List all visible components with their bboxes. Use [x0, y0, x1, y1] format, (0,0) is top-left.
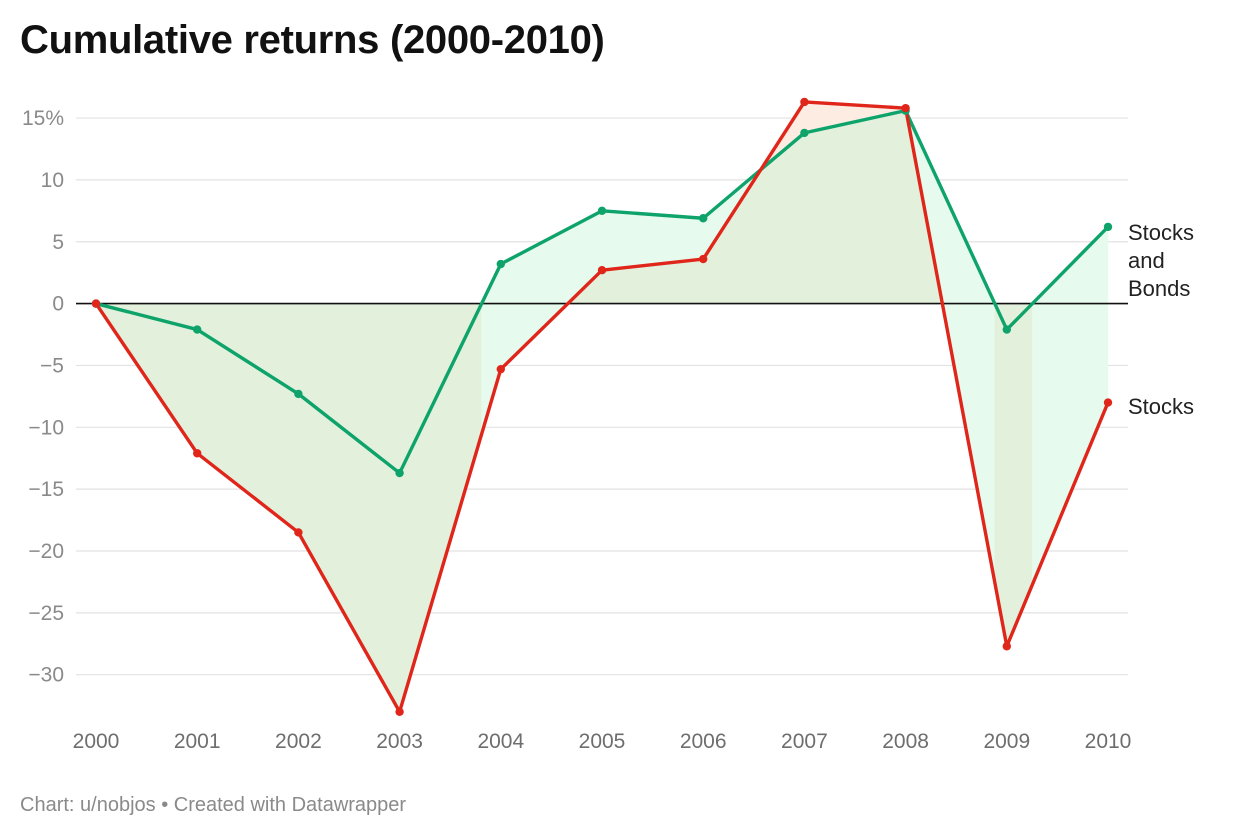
data-point [1103, 398, 1113, 407]
data-point [193, 325, 202, 334]
overlap-area-negative [96, 303, 1108, 474]
x-tick-label: 2001 [174, 730, 221, 753]
data-point [800, 97, 809, 107]
data-point [1002, 642, 1011, 651]
x-tick-label: 2002 [275, 730, 322, 753]
data-point [901, 103, 910, 113]
y-tick-label: −10 [28, 416, 64, 439]
data-point [294, 389, 303, 399]
y-tick-label: 5 [52, 231, 64, 254]
series-label: Bonds [1128, 276, 1190, 301]
chart-footer: Chart: u/nobjos • Created with Datawrapp… [20, 794, 407, 816]
data-point [1002, 325, 1011, 334]
x-tick-label: 2010 [1085, 730, 1132, 753]
series-label: Stocks [1128, 394, 1194, 419]
x-tick-label: 2009 [983, 730, 1030, 753]
series-label: and [1128, 248, 1165, 273]
data-point [496, 364, 505, 374]
y-tick-label: 0 [52, 293, 64, 316]
fill-area [481, 263, 502, 435]
y-tick-label: 15% [22, 107, 64, 130]
data-point [496, 259, 505, 269]
fill-area [1032, 226, 1109, 585]
series-label: Stocks [1128, 220, 1194, 245]
fill-area [500, 228, 569, 370]
data-point [699, 254, 708, 264]
y-axis-labels: 15% 10 5 0 −5 −10 −15 −20 −25 −30 [22, 107, 64, 687]
y-tick-label: −20 [28, 540, 64, 563]
y-tick-label: −25 [28, 602, 64, 625]
fill-areas [95, 100, 1109, 713]
y-tick-label: −15 [28, 478, 64, 501]
y-tick-label: 10 [41, 169, 64, 192]
data-point [294, 528, 303, 537]
data-point [800, 128, 809, 138]
series-points [91, 97, 1113, 717]
x-tick-label: 2005 [579, 730, 626, 753]
data-point [91, 299, 101, 308]
x-tick-label: 2004 [477, 730, 524, 753]
x-tick-label: 2006 [680, 730, 727, 753]
y-tick-label: −5 [40, 354, 64, 377]
overlap-area-positive [96, 110, 1108, 304]
data-point [193, 449, 202, 458]
x-tick-label: 2000 [73, 730, 120, 753]
x-tick-label: 2007 [781, 730, 828, 753]
data-point [395, 468, 404, 478]
data-point [1103, 222, 1113, 232]
x-tick-label: 2008 [882, 730, 929, 753]
data-point [597, 206, 607, 216]
series-labels: Stocks and Bonds Stocks [1128, 220, 1194, 419]
data-point [395, 707, 404, 717]
y-tick-label: −30 [28, 664, 64, 687]
data-point [699, 214, 708, 223]
x-axis-labels: 2000 2001 2002 2003 2004 2005 2006 2007 2008 2009… [73, 730, 1132, 753]
chart-title: Cumulative returns (2000-2010) [20, 18, 605, 62]
x-tick-label: 2003 [376, 730, 423, 753]
data-point [597, 266, 607, 275]
